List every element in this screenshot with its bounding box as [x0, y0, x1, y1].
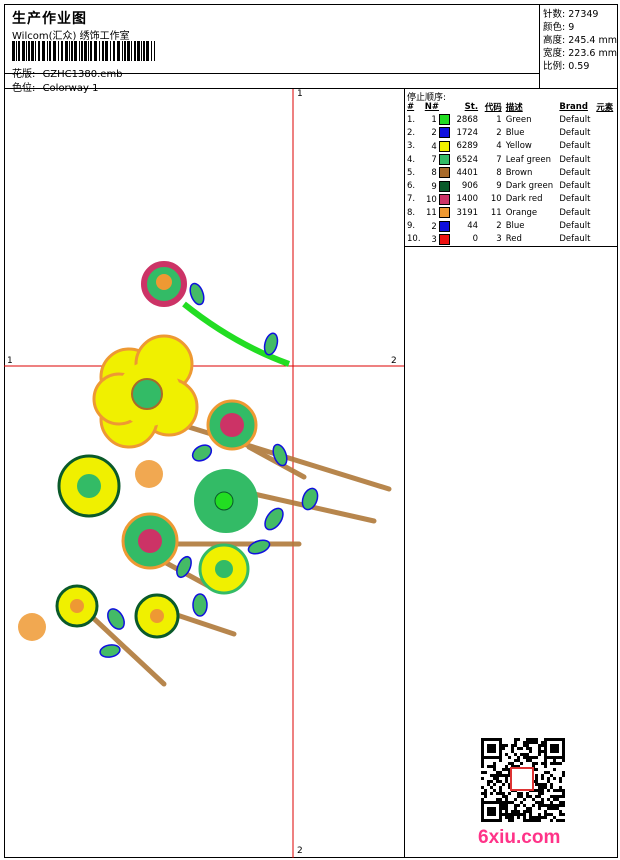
stitches-row: 针数: 27349: [543, 9, 599, 20]
table-row: 7. 10 1400 10 Dark red Default: [407, 193, 591, 205]
thread-swatch: [439, 127, 451, 139]
embroidery-preview: [4, 89, 404, 858]
colorway-label: 色位:: [12, 83, 36, 94]
thread-swatch: [439, 114, 451, 126]
axis-right-label: 2: [391, 356, 397, 366]
scale-value: 0.59: [568, 61, 590, 72]
page-title: 生产作业图: [12, 11, 87, 27]
table-row: 8. 11 3191 11 Orange Default: [407, 207, 591, 219]
stop-sequence-panel: 停止顺序: # N# St. 代码 描述 Brand 元素 1. 1 2868 1 G…: [405, 89, 618, 247]
width-row: 宽度: 223.6 mm: [543, 48, 617, 59]
table-header: # N# St. 代码 描述 Brand 元素: [407, 102, 614, 113]
thread-swatch: [439, 193, 451, 205]
width-value: 223.6 mm: [568, 48, 617, 59]
flower-big-yellow: [92, 334, 199, 449]
header-panel: 生产作业图 Wilcom(汇众) 绣饰工作室 花版: GZHC1380.emb …: [4, 4, 540, 94]
barcode-icon: [12, 41, 155, 61]
height-row: 高度: 245.4 mm: [543, 35, 617, 46]
axis-top-label: 1: [297, 89, 303, 99]
thread-swatch: [439, 167, 451, 179]
sheet-frame: [4, 4, 618, 858]
design-file: 花版: GZHC1380.emb: [12, 65, 123, 80]
studio-subtitle: Wilcom(汇众) 绣饰工作室: [12, 31, 130, 42]
thread-swatch: [439, 180, 451, 192]
colorway: 色位: Colorway 1: [12, 79, 98, 94]
thread-swatch: [439, 154, 451, 166]
qr-code-icon: [481, 738, 565, 822]
stats-panel: 针数: 27349 颜色: 9 高度: 245.4 mm 宽度: 223.6 m…: [540, 4, 618, 89]
flower-small-top: [141, 261, 187, 307]
table-row: 3. 4 6289 4 Yellow Default: [407, 140, 591, 152]
thread-swatch: [439, 140, 451, 152]
design-value: GZHC1380.emb: [42, 69, 123, 80]
design-canvas: 1 1 2 2: [4, 89, 405, 858]
design-label: 花版:: [12, 69, 36, 80]
table-row: 6. 9 906 9 Dark green Default: [407, 180, 591, 192]
height-value: 245.4 mm: [568, 35, 617, 46]
table-row: 5. 8 4401 8 Brown Default: [407, 167, 591, 179]
header-divider: [4, 73, 540, 74]
scale-row: 比例: 0.59: [543, 61, 590, 72]
colorway-value: Colorway 1: [42, 83, 99, 94]
thread-table: # N# St. 代码 描述 Brand 元素 1. 1 2868 1 Green De…: [405, 101, 618, 246]
sequence-label: 停止顺序:: [407, 93, 447, 103]
axis-bottom-label: 2: [297, 846, 303, 856]
table-row: 10. 3 0 3 Red Default: [407, 233, 591, 245]
table-row: 2. 2 1724 2 Blue Default: [407, 127, 591, 139]
stitches-value: 27349: [568, 9, 599, 20]
axis-left-label: 1: [7, 356, 13, 366]
table-row: 4. 7 6524 7 Leaf green Default: [407, 154, 591, 166]
colors-value: 9: [568, 22, 575, 33]
colors-row: 颜色: 9: [543, 22, 575, 33]
table-row: 1. 1 2868 1 Green Default: [407, 114, 591, 126]
watermark-logo: 6xiu.com: [478, 827, 561, 848]
thread-swatch: [439, 207, 451, 219]
thread-swatch: [439, 220, 451, 232]
thread-swatch: [439, 233, 451, 245]
table-row: 9. 2 44 2 Blue Default: [407, 220, 591, 232]
